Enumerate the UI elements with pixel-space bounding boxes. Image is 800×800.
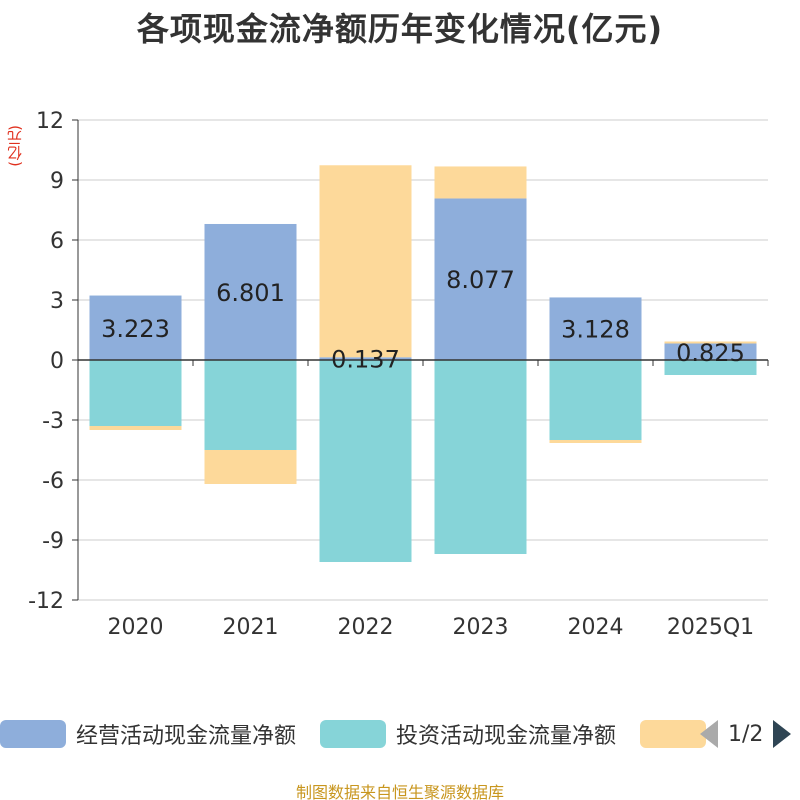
data-label: 6.801 [216,279,285,307]
legend: 经营活动现金流量净额 投资活动现金流量净额 [0,716,800,756]
y-tick-label: -6 [42,469,64,494]
x-tick-label: 2025Q1 [667,615,754,640]
y-tick-label: 0 [50,349,64,374]
bar-series-0[interactable] [319,357,412,360]
bar-series-1[interactable] [549,360,642,440]
bar-series-2[interactable] [89,426,182,430]
legend-swatch [640,720,706,748]
x-tick-label: 2024 [568,615,624,640]
bar-series-0[interactable] [89,295,182,360]
x-tick-label: 2021 [223,615,279,640]
bar-series-2[interactable] [204,450,297,484]
pager-next-icon[interactable] [773,720,792,748]
legend-item[interactable]: 投资活动现金流量净额 [320,716,616,752]
x-tick-label: 2020 [108,615,164,640]
pager-prev-icon[interactable] [700,720,718,748]
y-tick-label: 12 [36,109,64,134]
y-tick-label: -3 [42,409,64,434]
bar-series-0[interactable] [434,198,527,360]
chart-plot: 12 9 6 3 0 -3 -6 -9 -12 2020 2021 2022 2023 2024 2025Q… [28,109,769,640]
bar-series-2[interactable] [664,341,757,344]
legend-item[interactable]: 经营活动现金流量净额 [0,716,296,752]
bar-series-1[interactable] [319,360,412,562]
bar-series-1[interactable] [204,360,297,450]
data-label: 0.137 [331,346,400,374]
y-tick-label: -12 [28,589,64,614]
bar-series-0[interactable] [549,297,642,360]
y-tick-label: -9 [42,529,64,554]
bar-series-1[interactable] [89,360,182,426]
y-tick-label: 3 [50,289,64,314]
bar-series-0[interactable] [204,223,297,360]
bar-series-1[interactable] [434,360,527,554]
data-label: 8.077 [446,266,515,294]
legend-label: 投资活动现金流量净额 [396,724,617,749]
chart-title: 各项现金流净额历年变化情况(亿元) [136,10,664,48]
legend-pager: 1/2 [700,716,800,752]
legend-label: 经营活动现金流量净额 [76,724,297,749]
data-label: 3.128 [561,316,630,344]
bar-series-0[interactable] [664,343,757,361]
y-tick-label: 6 [50,229,64,254]
data-label: 3.223 [101,315,170,343]
x-tick-label: 2023 [453,615,509,640]
legend-swatch [320,720,386,748]
x-tick-label: 2022 [338,615,394,640]
y-tick-label: 9 [50,169,64,194]
bar-series-2[interactable] [549,440,642,443]
bar-series-2[interactable] [434,166,527,199]
source-note: 制图数据来自恒生聚源数据库 [295,783,504,800]
bar-series-1[interactable] [664,360,757,375]
legend-swatch [0,720,66,748]
pager-text: 1/2 [728,721,764,747]
legend-item[interactable] [640,716,706,752]
bar-series-2[interactable] [319,165,412,358]
data-label: 0.825 [676,339,745,367]
